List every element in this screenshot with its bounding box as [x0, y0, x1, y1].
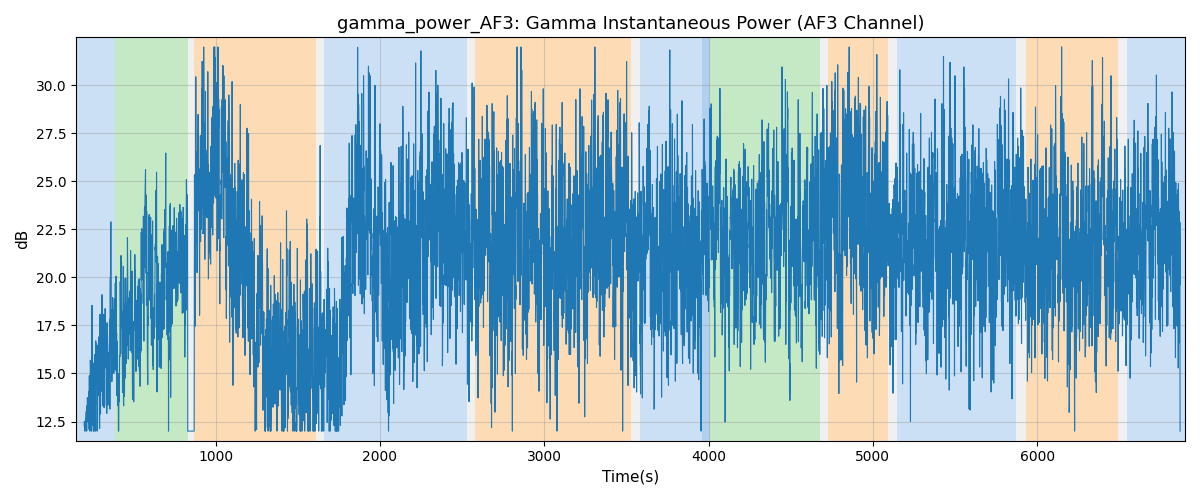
Bar: [710, 38, 821, 440]
Bar: [467, 38, 475, 440]
Bar: [1128, 38, 1186, 440]
Bar: [898, 38, 1015, 440]
Bar: [631, 38, 640, 440]
Bar: [316, 38, 324, 440]
Bar: [187, 38, 194, 440]
Bar: [702, 38, 710, 440]
Bar: [115, 38, 187, 440]
X-axis label: Time(s): Time(s): [602, 470, 659, 485]
Bar: [1015, 38, 1026, 440]
Bar: [475, 38, 631, 440]
Bar: [821, 38, 828, 440]
Bar: [1117, 38, 1128, 440]
Bar: [1026, 38, 1117, 440]
Bar: [194, 38, 316, 440]
Title: gamma_power_AF3: Gamma Instantaneous Power (AF3 Channel): gamma_power_AF3: Gamma Instantaneous Pow…: [337, 15, 924, 34]
Bar: [324, 38, 467, 440]
Bar: [828, 38, 888, 440]
Bar: [888, 38, 898, 440]
Bar: [76, 38, 115, 440]
Y-axis label: dB: dB: [14, 229, 30, 249]
Bar: [640, 38, 702, 440]
